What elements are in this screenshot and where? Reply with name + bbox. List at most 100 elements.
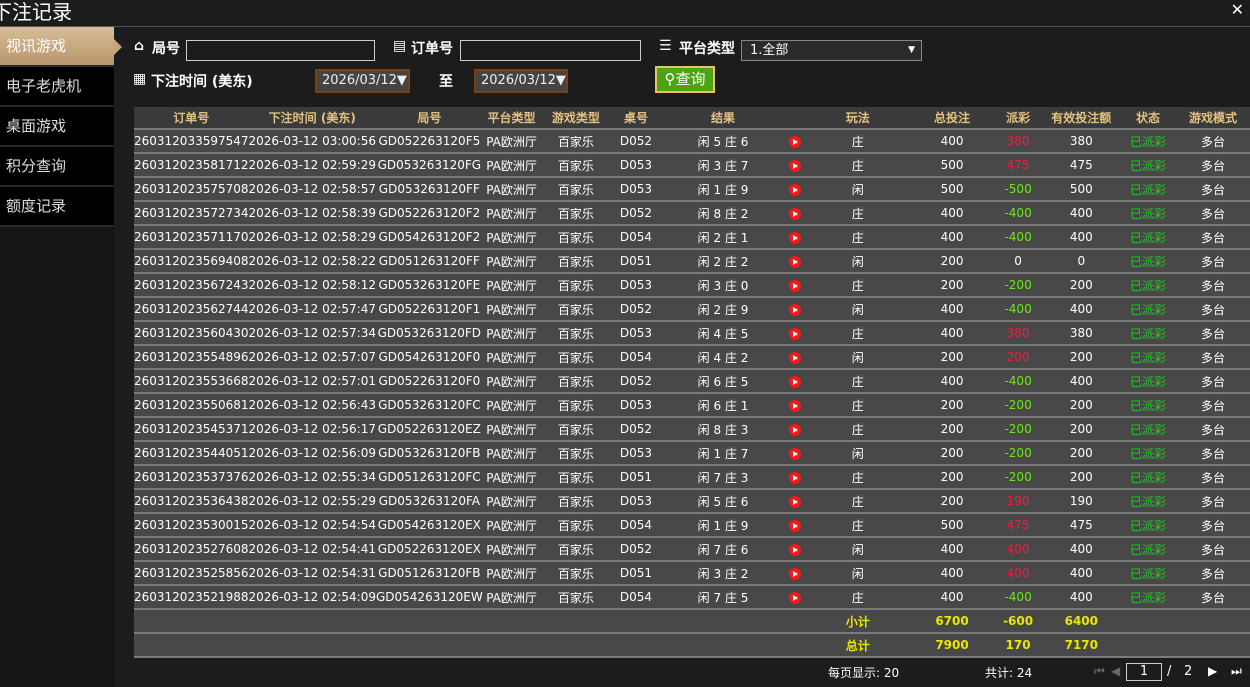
play-icon[interactable] <box>789 255 802 268</box>
order-id-cell: 260312023521988 <box>134 585 249 610</box>
close-icon[interactable]: ✕ <box>1230 0 1244 19</box>
order-input[interactable] <box>460 40 641 61</box>
status-cell: 已派彩 <box>1119 561 1177 586</box>
replay-cell[interactable] <box>785 177 806 202</box>
last-page-icon[interactable]: ⏭ <box>1231 664 1242 678</box>
play-icon[interactable] <box>789 231 802 244</box>
replay-cell[interactable] <box>785 345 806 370</box>
payout-cell: -400 <box>993 201 1043 226</box>
sidebar-item-credit[interactable]: 额度记录 <box>0 187 114 227</box>
replay-cell[interactable] <box>785 537 806 562</box>
play-icon[interactable] <box>789 135 802 148</box>
bet-time-cell: 2026-03-12 02:56:43 <box>248 393 376 418</box>
replay-cell[interactable] <box>785 513 806 538</box>
date-from-picker[interactable]: 2026/03/12▼ <box>315 69 410 93</box>
total-bet-cell: 400 <box>910 321 994 346</box>
replay-cell[interactable] <box>785 273 806 298</box>
table-row: 260312023581712 2026-03-12 02:59:29 GD0532… <box>134 153 1250 178</box>
play-icon[interactable] <box>789 399 802 412</box>
bet-type-cell: 庄 <box>805 153 911 178</box>
status-cell: 已派彩 <box>1119 177 1177 202</box>
play-icon[interactable] <box>789 303 802 316</box>
date-to-picker[interactable]: 2026/03/12▼ <box>474 69 568 93</box>
play-icon[interactable] <box>789 567 802 580</box>
table-row: 260312033597547 2026-03-12 03:00:56 GD0522… <box>134 129 1250 154</box>
play-icon[interactable] <box>789 519 802 532</box>
replay-cell[interactable] <box>785 369 806 394</box>
replay-cell[interactable] <box>785 321 806 346</box>
play-icon[interactable] <box>789 375 802 388</box>
table-row: 260312023571170 2026-03-12 02:58:29 GD0542… <box>134 225 1250 250</box>
sidebar-item-table-games[interactable]: 桌面游戏 <box>0 107 114 147</box>
status-cell: 已派彩 <box>1119 513 1177 538</box>
query-button[interactable]: ⚲查询 <box>655 66 715 93</box>
page-input[interactable]: 1 <box>1126 663 1162 681</box>
sidebar-item-points[interactable]: 积分查询 <box>0 147 114 187</box>
total-count: 共计: 24 <box>985 666 1033 680</box>
subtotal-label: 小计 <box>805 609 911 634</box>
game-type-cell: 百家乐 <box>540 273 612 298</box>
round-id-cell: GD053263120FG <box>375 153 483 178</box>
bet-type-cell: 庄 <box>805 129 911 154</box>
play-icon[interactable] <box>789 591 802 604</box>
table-id-cell: D053 <box>611 153 661 178</box>
total-bet-cell: 200 <box>910 273 994 298</box>
play-icon[interactable] <box>789 471 802 484</box>
game-mode-cell: 多台 <box>1176 129 1250 154</box>
round-label: 局号 <box>152 41 180 57</box>
table-id-cell: D052 <box>611 537 661 562</box>
replay-cell[interactable] <box>785 225 806 250</box>
payout-cell: -200 <box>993 417 1043 442</box>
play-icon[interactable] <box>789 495 802 508</box>
replay-cell[interactable] <box>785 489 806 514</box>
platform-cell: PA欧洲厅 <box>482 393 541 418</box>
valid-bet-cell: 190 <box>1042 489 1120 514</box>
replay-cell[interactable] <box>785 561 806 586</box>
bet-type-cell: 闲 <box>805 297 911 322</box>
next-page-icon[interactable]: ▶ <box>1208 664 1218 678</box>
total-bet-cell: 400 <box>910 225 994 250</box>
replay-cell[interactable] <box>785 129 806 154</box>
play-icon[interactable] <box>789 423 802 436</box>
status-cell: 已派彩 <box>1119 225 1177 250</box>
result-cell: 闲 3 庄 7 <box>660 153 786 178</box>
bet-type-cell: 庄 <box>805 321 911 346</box>
game-mode-cell: 多台 <box>1176 585 1250 610</box>
replay-cell[interactable] <box>785 393 806 418</box>
sidebar-item-slots[interactable]: 电子老虎机 <box>0 67 114 107</box>
replay-cell[interactable] <box>785 249 806 274</box>
chevron-down-icon: ▼ <box>908 45 915 55</box>
sidebar-item-live-games[interactable]: 视讯游戏 <box>0 27 122 67</box>
page-separator: / <box>1167 664 1172 679</box>
platform-select[interactable]: 1.全部 ▼ <box>741 40 922 61</box>
play-icon[interactable] <box>789 543 802 556</box>
column-header: 游戏类型 <box>540 107 612 130</box>
prev-page-icon[interactable]: ◀ <box>1111 664 1121 678</box>
first-page-icon[interactable]: ⏮ <box>1094 664 1105 678</box>
result-cell: 闲 5 庄 6 <box>660 489 786 514</box>
play-icon[interactable] <box>789 447 802 460</box>
replay-cell[interactable] <box>785 465 806 490</box>
round-input[interactable] <box>186 40 375 61</box>
table-row: 260312023521988 2026-03-12 02:54:09 GD0542… <box>134 585 1250 610</box>
replay-cell[interactable] <box>785 201 806 226</box>
column-header: 订单号 <box>134 107 249 130</box>
table-id-cell: D053 <box>611 321 661 346</box>
play-icon[interactable] <box>789 327 802 340</box>
play-icon[interactable] <box>789 159 802 172</box>
game-mode-cell: 多台 <box>1176 249 1250 274</box>
table-row: 260312023544051 2026-03-12 02:56:09 GD0532… <box>134 441 1250 466</box>
replay-cell[interactable] <box>785 153 806 178</box>
payout-cell: 380 <box>993 321 1043 346</box>
replay-cell[interactable] <box>785 417 806 442</box>
replay-cell[interactable] <box>785 297 806 322</box>
table-row: 260312023536438 2026-03-12 02:55:29 GD0532… <box>134 489 1250 514</box>
play-icon[interactable] <box>789 207 802 220</box>
play-icon[interactable] <box>789 279 802 292</box>
replay-cell[interactable] <box>785 585 806 610</box>
valid-bet-cell: 475 <box>1042 153 1120 178</box>
play-icon[interactable] <box>789 351 802 364</box>
replay-cell[interactable] <box>785 441 806 466</box>
play-icon[interactable] <box>789 183 802 196</box>
list-icon: ☰ <box>659 38 672 54</box>
